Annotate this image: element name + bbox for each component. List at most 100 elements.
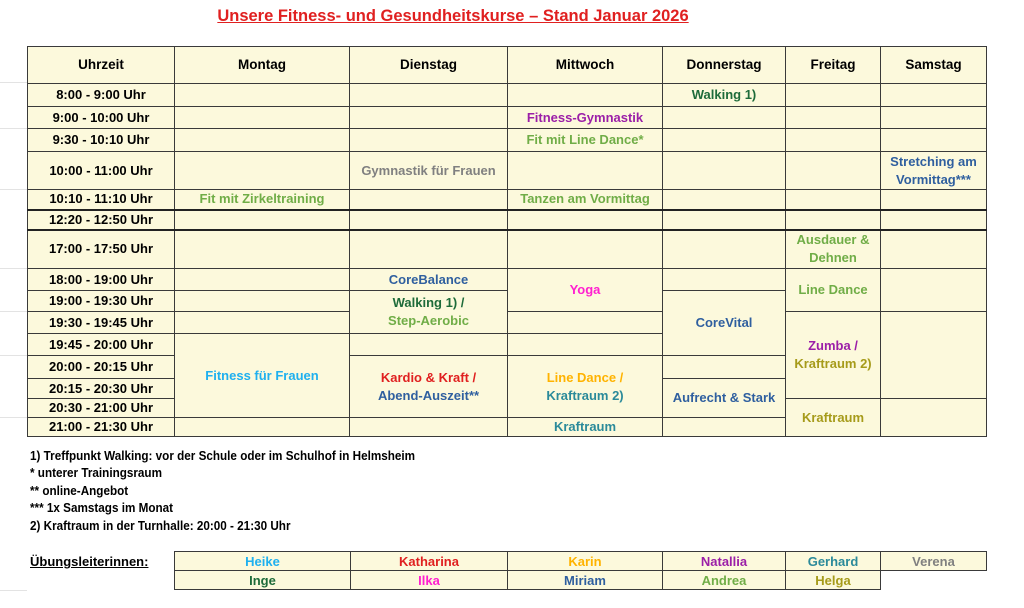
time-slot: 8:00 - 9:00 Uhr bbox=[27, 83, 175, 107]
course-name: Kraftraum 2) bbox=[794, 356, 872, 371]
instructors-row: Heike Katharina Karin Natallia Gerhard Verena bbox=[174, 551, 987, 571]
empty-cell bbox=[349, 189, 508, 211]
empty-cell bbox=[507, 151, 663, 190]
empty-cell bbox=[662, 417, 786, 437]
empty-cell bbox=[880, 83, 987, 107]
footnote: *** 1x Samstags im Monat bbox=[30, 500, 174, 516]
empty-cell bbox=[174, 209, 350, 231]
instructor-name: Inge bbox=[174, 570, 351, 590]
course-cell: Fitness für Frauen bbox=[174, 333, 350, 418]
instructor-name: Natallia bbox=[662, 551, 786, 571]
instructor-name: Karin bbox=[507, 551, 663, 571]
empty-cell bbox=[507, 333, 663, 356]
column-header-mittwoch: Mittwoch bbox=[507, 46, 663, 84]
empty-cell bbox=[349, 209, 508, 231]
schedule-row: 8:00 - 9:00 Uhr Walking 1) bbox=[27, 83, 987, 107]
empty-cell bbox=[349, 417, 508, 437]
empty-cell bbox=[785, 189, 881, 211]
empty-cell bbox=[662, 151, 786, 190]
instructors-label: Übungsleiterinnen: bbox=[30, 554, 149, 569]
column-header-donnerstag: Donnerstag bbox=[662, 46, 786, 84]
empty-cell bbox=[349, 106, 508, 129]
empty-cell bbox=[174, 290, 350, 312]
instructor-name: Ilka bbox=[350, 570, 508, 590]
course-cell: Stretching am Vormittag*** bbox=[880, 151, 987, 190]
empty-cell bbox=[880, 189, 987, 211]
footnote: * unterer Trainingsraum bbox=[30, 465, 162, 481]
course-name: Stretching am bbox=[890, 153, 977, 169]
empty-cell bbox=[174, 106, 350, 129]
time-slot: 17:00 - 17:50 Uhr bbox=[27, 229, 175, 269]
course-name: Kardio & Kraft / bbox=[380, 369, 477, 385]
course-cell: Kraftraum bbox=[507, 417, 663, 437]
empty-cell bbox=[174, 268, 350, 291]
instructor-name: Verena bbox=[880, 551, 987, 571]
course-name: Gymnastik für Frauen bbox=[361, 162, 496, 178]
course-name: Kraftraum bbox=[553, 419, 617, 434]
empty-cell bbox=[174, 417, 350, 437]
schedule-row: 12:20 - 12:50 Uhr bbox=[27, 209, 987, 231]
empty-cell bbox=[880, 106, 987, 129]
time-slot: 9:00 - 10:00 Uhr bbox=[27, 106, 175, 129]
instructor-name: Miriam bbox=[507, 570, 663, 590]
course-name: Yoga bbox=[569, 282, 601, 297]
course-name: Fit mit Line Dance* bbox=[526, 132, 644, 147]
empty-cell bbox=[662, 355, 786, 379]
empty-cell bbox=[662, 128, 786, 152]
time-slot: 10:00 - 11:00 Uhr bbox=[27, 151, 175, 190]
empty-cell bbox=[785, 106, 881, 129]
schedule-row: 20:30 - 21:00 Uhr Kraftraum bbox=[27, 398, 987, 437]
course-cell: Yoga bbox=[507, 268, 663, 312]
footnote: 1) Treffpunkt Walking: vor der Schule od… bbox=[30, 448, 416, 463]
page-title: Unsere Fitness- und Gesundheitskurse – S… bbox=[217, 7, 689, 25]
time-slot: 19:30 - 19:45 Uhr bbox=[27, 311, 175, 334]
course-cell: Kraftraum bbox=[785, 398, 881, 437]
column-header-samstag: Samstag bbox=[880, 46, 987, 84]
empty-cell bbox=[785, 128, 881, 152]
course-cell: Kardio & Kraft / Abend-Auszeit** bbox=[349, 355, 508, 418]
empty-cell bbox=[662, 106, 786, 129]
course-cell: Aufrecht & Stark bbox=[662, 378, 786, 418]
empty-cell bbox=[785, 83, 881, 107]
empty-cell bbox=[880, 398, 987, 437]
schedule-row: 19:00 - 19:30 Uhr Walking 1) / Step-Aerobi… bbox=[27, 290, 987, 356]
course-name: Fitness für Frauen bbox=[205, 367, 319, 383]
schedule-row: 18:00 - 19:00 Uhr CoreBalance Yoga Line Dan… bbox=[27, 268, 987, 312]
course-name: Line Dance bbox=[798, 282, 868, 297]
course-cell: Line Dance bbox=[785, 268, 881, 312]
course-name: Vormittag*** bbox=[896, 171, 971, 187]
course-name: Walking 1) / bbox=[392, 295, 465, 310]
empty-cell bbox=[349, 333, 508, 356]
empty-cell bbox=[880, 311, 987, 399]
course-name: Line Dance / bbox=[546, 369, 624, 385]
instructors-row: Inge Ilka Miriam Andrea Helga bbox=[174, 570, 987, 590]
empty-cell bbox=[662, 268, 786, 291]
course-cell: Fitness-Gymnastik bbox=[507, 106, 663, 129]
time-slot: 19:00 - 19:30 Uhr bbox=[27, 290, 175, 312]
empty-cell bbox=[507, 83, 663, 107]
footnote: 2) Kraftraum in der Turnhalle: 20:00 - 2… bbox=[30, 517, 291, 533]
empty-cell bbox=[349, 229, 508, 269]
time-slot: 19:45 - 20:00 Uhr bbox=[27, 333, 175, 356]
course-cell: Fit mit Line Dance* bbox=[507, 128, 663, 152]
empty-cell bbox=[174, 128, 350, 152]
schedule-row: 9:00 - 10:00 Uhr Fitness-Gymnastik bbox=[27, 106, 987, 129]
course-name: Zumba / bbox=[808, 338, 858, 353]
column-header-montag: Montag bbox=[174, 46, 350, 84]
course-name: Abend-Auszeit** bbox=[377, 387, 480, 403]
course-cell: Tanzen am Vormittag bbox=[507, 189, 663, 211]
schedule-row: 19:30 - 19:45 Uhr Zumba / Kraftraum 2) bbox=[27, 311, 987, 399]
empty-cell bbox=[507, 311, 663, 334]
empty-cell bbox=[880, 268, 987, 312]
empty-cell bbox=[881, 571, 987, 590]
schedule-row: 10:00 - 11:00 Uhr Gymnastik für Frauen Str… bbox=[27, 151, 987, 190]
empty-cell bbox=[880, 229, 987, 269]
course-name: Aufrecht & Stark bbox=[672, 390, 776, 405]
schedule-row: 10:10 - 11:10 Uhr Fit mit Zirkeltraining T… bbox=[27, 189, 987, 211]
empty-cell bbox=[880, 209, 987, 231]
course-cell: Line Dance / Kraftraum 2) bbox=[507, 355, 663, 418]
instructor-name: Andrea bbox=[662, 570, 786, 590]
column-header-dienstag: Dienstag bbox=[349, 46, 508, 84]
course-name: Kraftraum bbox=[801, 409, 865, 425]
empty-cell bbox=[880, 128, 987, 152]
